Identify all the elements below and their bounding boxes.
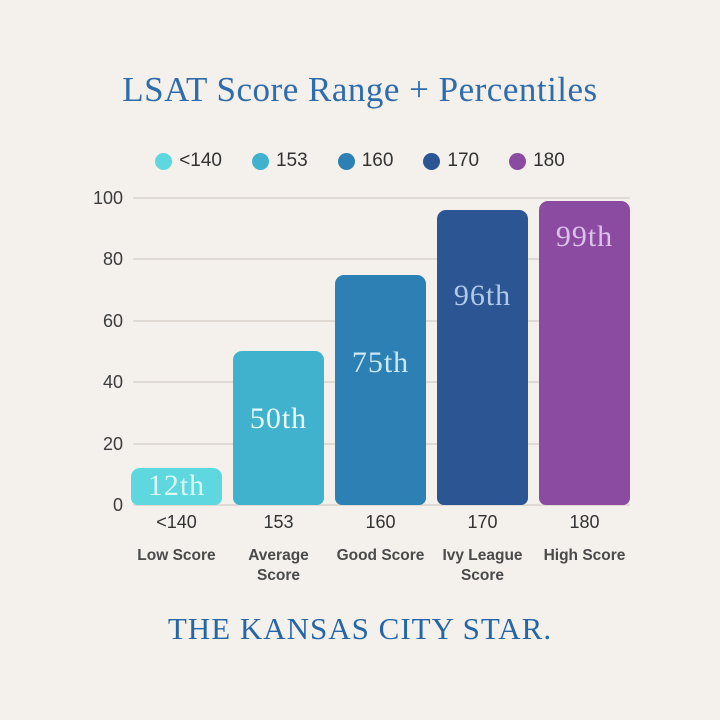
gridline: [133, 504, 630, 506]
x-axis-description-label: Ivy League Score: [442, 547, 523, 584]
legend-item-label: 170: [447, 150, 480, 171]
x-axis-description-label: High Score: [543, 547, 626, 564]
legend-item: 170: [423, 150, 479, 172]
bar-value-label: 50th: [249, 402, 308, 435]
bar: 12th: [131, 468, 222, 505]
legend-dot: [251, 152, 269, 170]
legend-item: 160: [337, 150, 394, 172]
bar: 75th: [335, 275, 426, 505]
x-axis-tick-label: <140: [156, 512, 197, 532]
x-axis-tick-label: 153: [263, 512, 294, 532]
bar-value-label: 96th: [453, 279, 512, 312]
y-axis-tick-label: 60: [102, 310, 123, 331]
legend-item-label: 160: [361, 150, 394, 171]
gridline: [133, 197, 630, 199]
y-axis-tick-label: 20: [102, 433, 123, 454]
footer-brand: THE KANSAS CITY STAR.: [167, 611, 553, 646]
legend-item-label: 153: [275, 150, 308, 171]
bar-value-label: 12th: [147, 469, 206, 502]
y-axis-tick-label: 80: [102, 249, 123, 270]
legend-item-label: <140: [179, 150, 222, 171]
y-axis-tick-label: 40: [102, 372, 123, 393]
legend-item: 153: [251, 150, 308, 172]
legend-dot: [337, 152, 355, 170]
chart-title: LSAT Score Range + Percentiles: [122, 70, 598, 109]
plot-area: 0 20 40 60 80 100 12th 50th 75th 96th 99th: [93, 189, 630, 514]
bar: 50th: [233, 351, 324, 505]
bar: 99th: [539, 201, 630, 505]
legend: <140 153 160 170 180: [0, 150, 720, 172]
legend-dot: [423, 152, 441, 170]
y-axis-tick-label: 0: [112, 495, 123, 515]
legend-item: 180: [509, 150, 565, 172]
legend-item: <140: [155, 150, 222, 172]
legend-item-label: 180: [533, 150, 565, 171]
x-axis-tick-label: 170: [467, 512, 498, 532]
legend-dot: [155, 152, 173, 170]
bar-value-label: 75th: [351, 346, 410, 379]
bar-value-label: 99th: [555, 220, 614, 253]
x-axis-description-label: Low Score: [137, 547, 216, 564]
x-axis-description-label: Good Score: [336, 547, 425, 564]
y-axis-tick-label: 100: [92, 188, 123, 208]
bar: 96th: [437, 210, 528, 505]
x-axis-tick-label: 160: [365, 512, 396, 532]
gridline: [133, 258, 630, 261]
x-axis-tick-label: 180: [569, 512, 600, 532]
legend-dot: [509, 152, 527, 170]
x-axis-description-label: Average Score: [248, 547, 309, 584]
